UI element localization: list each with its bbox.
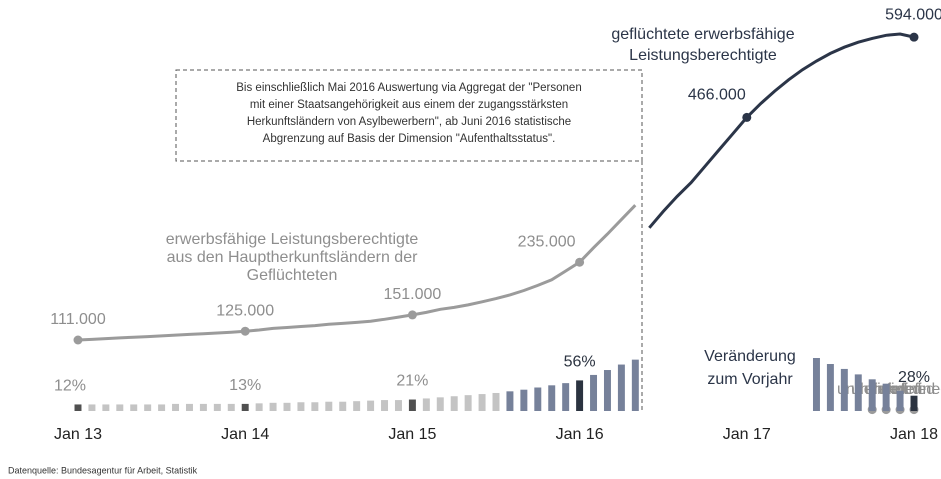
data-label: 594.000 [885, 6, 941, 23]
data-label: 466.000 [688, 87, 746, 104]
bar [353, 401, 361, 411]
bar [826, 364, 834, 411]
bar [436, 397, 444, 411]
data-label: 13% [229, 377, 261, 394]
bar [617, 364, 625, 411]
bar [158, 404, 166, 411]
bar [840, 368, 848, 411]
bar [506, 391, 514, 411]
bar [325, 401, 333, 411]
point [575, 257, 585, 267]
bar [868, 379, 876, 411]
bar [311, 402, 319, 411]
bar [394, 400, 402, 411]
data-label: undefined [879, 381, 941, 398]
line [77, 204, 637, 342]
point [909, 32, 919, 42]
bar [255, 403, 263, 411]
annotation-box [175, 69, 643, 162]
bar [88, 404, 96, 411]
bar [367, 400, 375, 411]
bar [562, 383, 570, 411]
bar [269, 402, 277, 411]
bar [590, 374, 598, 411]
bar [144, 404, 152, 411]
bar [812, 358, 820, 411]
bar [102, 404, 110, 411]
series-name: erwerbsfähige Leistungsberechtigte aus de… [166, 231, 419, 284]
bar [381, 400, 389, 411]
bar [492, 392, 500, 411]
bar [213, 403, 221, 411]
bar [631, 359, 639, 411]
bar [478, 394, 486, 411]
data-label: 111.000 [50, 311, 106, 328]
bar [185, 403, 193, 411]
bar [116, 404, 124, 411]
bar [882, 383, 890, 411]
point [407, 310, 417, 320]
bar [450, 396, 458, 411]
bar [172, 403, 180, 411]
data-label: 235.000 [518, 233, 576, 250]
x-tick-label: Jan 13 [54, 426, 102, 443]
bar [422, 398, 430, 411]
bar [74, 404, 82, 411]
point [742, 112, 752, 122]
data-label: 21% [396, 373, 428, 390]
x-tick-label: Jan 18 [890, 426, 938, 443]
series-name: Veränderung zum Vorjahr [704, 348, 796, 388]
source: Datenquelle: Bundesagentur für Arbeit, S… [8, 465, 198, 475]
bar [464, 395, 472, 411]
bar [227, 403, 235, 411]
bar [534, 387, 542, 411]
bar [896, 390, 904, 411]
bar [910, 395, 918, 411]
data-label: 28% [898, 369, 930, 386]
data-label: 125.000 [216, 302, 274, 319]
series-name: geflüchtete erwerbsfähige Leistungsberech… [611, 26, 794, 64]
x-tick-label: Jan 17 [723, 426, 771, 443]
bar [297, 402, 305, 411]
bar [130, 404, 138, 411]
bar [576, 380, 584, 411]
x-tick-label: Jan 15 [388, 426, 436, 443]
bar [283, 402, 291, 411]
bar [408, 399, 416, 411]
x-tick-label: Jan 14 [221, 426, 269, 443]
line [648, 32, 915, 229]
data-label: undefined [865, 381, 935, 398]
data-label: 151.000 [383, 286, 441, 303]
bar [603, 370, 611, 411]
bar [854, 374, 862, 411]
bar [520, 389, 528, 411]
annotation: Bis einschließlich Mai 2016 Auswertung v… [236, 82, 581, 145]
bar [548, 385, 556, 411]
data-label: 12% [54, 378, 86, 395]
bar [339, 401, 347, 411]
point [240, 326, 250, 336]
x-tick-label: Jan 16 [556, 426, 604, 443]
bar [241, 403, 249, 411]
bar [199, 403, 207, 411]
point [73, 335, 83, 345]
data-label: 56% [564, 354, 596, 371]
